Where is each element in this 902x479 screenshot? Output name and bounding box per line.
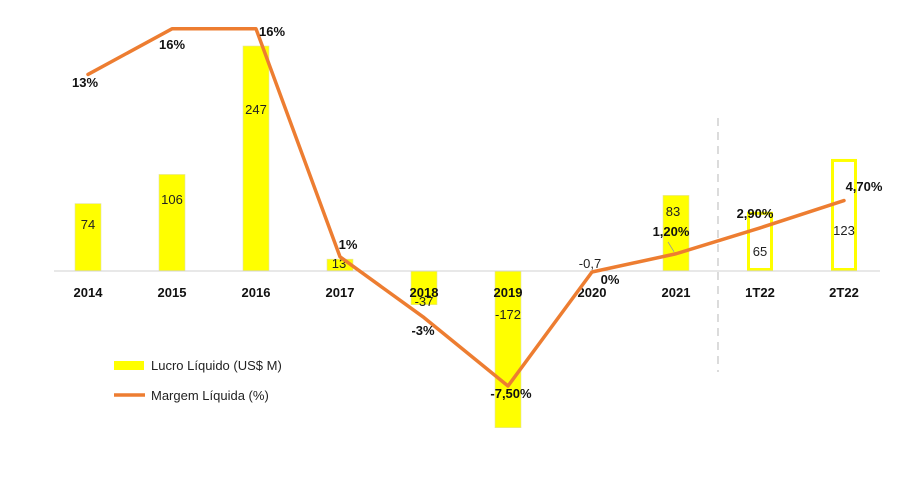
bar-label-2015: 106 <box>161 192 183 207</box>
line-label-2017: 1% <box>339 237 358 252</box>
line-label-2021: 1,20% <box>653 224 690 239</box>
line-value-labels: 13% 16% 16% 1% -3% -7,50% 0% 1,20% 2,90% 4,70% <box>72 24 883 401</box>
bar-label-2014: 74 <box>81 217 95 232</box>
line-series <box>86 27 846 388</box>
line-label-2016: 16% <box>259 24 285 39</box>
leader-line-2021 <box>667 241 675 252</box>
line-label-2018: -3% <box>411 323 435 338</box>
bar-label-1T22: 65 <box>753 244 767 259</box>
bar-label-2T22: 123 <box>833 223 855 238</box>
margin-line <box>86 27 846 388</box>
legend-label-bar: Lucro Líquido (US$ M) <box>151 358 282 373</box>
line-label-2T22: 4,70% <box>846 179 883 194</box>
bar-2021 <box>662 195 690 272</box>
x-tick-2017: 2017 <box>326 285 355 300</box>
bar-2T22 <box>831 158 857 271</box>
x-tick-2018: 2018 <box>410 285 439 300</box>
bar-label-2021: 83 <box>666 204 680 219</box>
line-label-2015: 16% <box>159 37 185 52</box>
bar-label-2020: -0,7 <box>579 256 601 271</box>
line-label-2014: 13% <box>72 75 98 90</box>
legend-label-line: Margem Líquida (%) <box>151 388 269 403</box>
line-label-1T22: 2,90% <box>737 206 774 221</box>
x-tick-2020: 2020 <box>578 285 607 300</box>
bar-2015 <box>158 174 186 272</box>
x-tick-2014: 2014 <box>74 285 104 300</box>
x-tick-2019: 2019 <box>494 285 523 300</box>
bar-1T22 <box>747 211 773 271</box>
bar-2018 <box>410 270 438 306</box>
line-label-2019: -7,50% <box>490 386 532 401</box>
x-tick-2T22: 2T22 <box>829 285 859 300</box>
bar-2016 <box>242 45 270 272</box>
line-label-2020: 0% <box>601 272 620 287</box>
x-tick-labels: 2014 2015 2016 2017 2018 2019 2020 2021 1T22 2T22 <box>74 285 859 300</box>
bar-2014 <box>74 203 102 272</box>
legend-swatch-bar <box>114 361 144 370</box>
x-tick-2015: 2015 <box>158 285 187 300</box>
x-tick-2021: 2021 <box>662 285 691 300</box>
x-tick-2016: 2016 <box>242 285 271 300</box>
bar-label-2018: -37 <box>415 294 434 309</box>
bar-label-2016: 247 <box>245 102 267 117</box>
x-tick-1T22: 1T22 <box>745 285 775 300</box>
legend: Lucro Líquido (US$ M) Margem Líquida (%) <box>114 358 282 403</box>
bar-label-2019: -172 <box>495 307 521 322</box>
